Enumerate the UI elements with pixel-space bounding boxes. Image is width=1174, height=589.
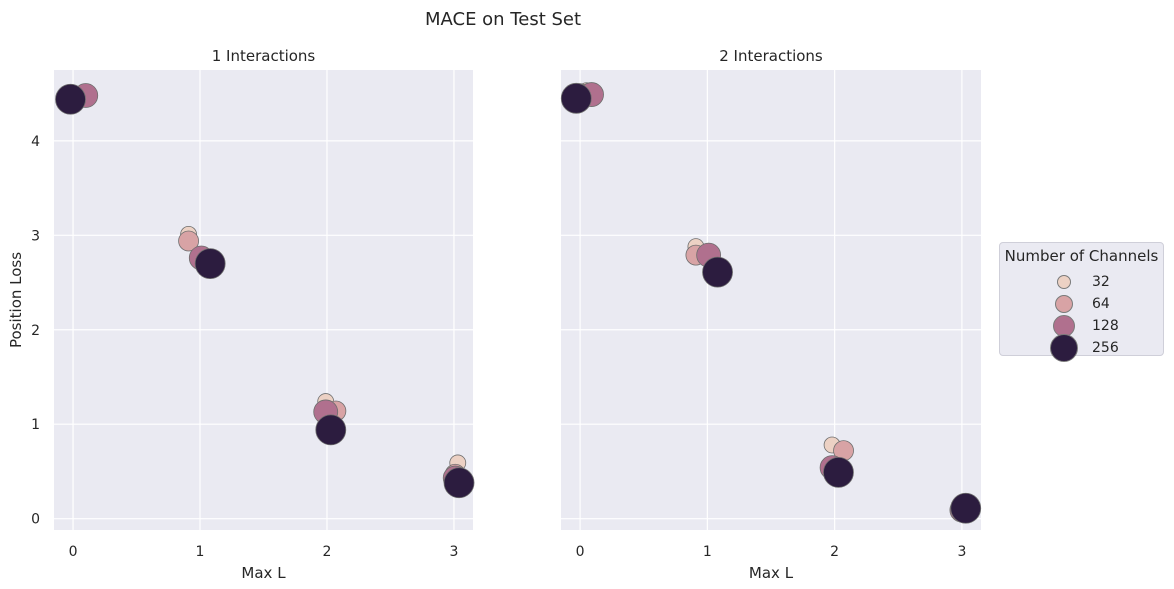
- plot-area: [54, 70, 473, 530]
- data-point-256: [560, 82, 592, 114]
- legend-label: 256: [1092, 340, 1119, 356]
- y-tick-label: 4: [31, 134, 40, 150]
- x-tick-label: 0: [69, 544, 78, 560]
- legend: Number of Channels 32 64 128 256: [999, 242, 1164, 362]
- legend-marker: [1057, 275, 1071, 289]
- x-tick-label: 1: [703, 544, 712, 560]
- legend-label: 128: [1092, 318, 1119, 334]
- data-point-256: [315, 414, 347, 446]
- x-axis-label: Max L: [241, 564, 286, 582]
- y-tick-label: 3: [31, 228, 40, 244]
- x-tick-label: 2: [323, 544, 332, 560]
- legend-label: 32: [1092, 274, 1110, 290]
- data-point-64: [178, 230, 199, 252]
- legend-marker: [1055, 295, 1073, 313]
- data-point-256: [823, 456, 854, 488]
- figure-suptitle: MACE on Test Set: [425, 9, 581, 30]
- legend-marker: [1050, 334, 1078, 362]
- subplot-1: 0 1 2 3 0 1 2 3 4 1 Interactions Max L Position Los…: [7, 47, 475, 582]
- data-point-256: [194, 248, 226, 280]
- data-point-256: [950, 492, 982, 524]
- data-point-256: [55, 83, 86, 115]
- y-tick-label: 0: [31, 512, 40, 528]
- legend-item: 64: [1000, 294, 1163, 315]
- legend-label: 64: [1092, 296, 1110, 312]
- data-point-256: [702, 256, 733, 288]
- y-tick-label: 1: [31, 417, 40, 433]
- x-tick-label: 3: [449, 544, 458, 560]
- subplot-title: 2 Interactions: [719, 47, 823, 65]
- x-tick-label: 1: [196, 544, 205, 560]
- subplot-2: 0 1 2 3 2 Interactions Max L: [560, 47, 982, 582]
- x-axis-label: Max L: [749, 564, 794, 582]
- legend-item: 256: [1000, 334, 1163, 362]
- data-point-256: [443, 467, 475, 499]
- legend-item: 128: [1000, 315, 1163, 337]
- x-tick-label: 3: [957, 544, 966, 560]
- x-tick-label: 2: [830, 544, 839, 560]
- legend-title: Number of Channels: [1004, 247, 1159, 265]
- subplot-title: 1 Interactions: [212, 47, 316, 65]
- plots-group: 0 1 2 3 0 1 2 3 4 1 Interactions Max L Position Los…: [7, 47, 982, 582]
- plot-area: [561, 70, 981, 530]
- y-tick-label: 2: [31, 323, 40, 339]
- legend-item: 32: [1000, 272, 1163, 293]
- y-axis-label: Position Loss: [7, 252, 25, 348]
- x-tick-label: 0: [576, 544, 585, 560]
